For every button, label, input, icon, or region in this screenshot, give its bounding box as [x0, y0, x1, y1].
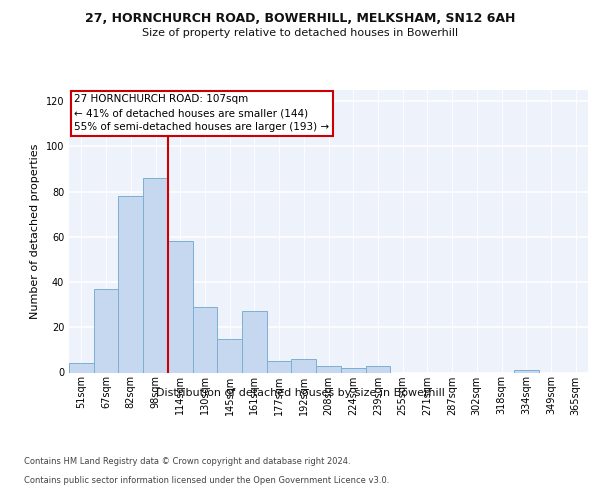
Bar: [143, 178, 168, 372]
Bar: [292, 359, 316, 372]
Bar: [217, 338, 242, 372]
Text: 27 HORNCHURCH ROAD: 107sqm
← 41% of detached houses are smaller (144)
55% of sem: 27 HORNCHURCH ROAD: 107sqm ← 41% of deta…: [74, 94, 329, 132]
Bar: [267, 361, 292, 372]
Text: 27, HORNCHURCH ROAD, BOWERHILL, MELKSHAM, SN12 6AH: 27, HORNCHURCH ROAD, BOWERHILL, MELKSHAM…: [85, 12, 515, 26]
Bar: [365, 366, 390, 372]
Text: Distribution of detached houses by size in Bowerhill: Distribution of detached houses by size …: [155, 388, 445, 398]
Text: Contains HM Land Registry data © Crown copyright and database right 2024.: Contains HM Land Registry data © Crown c…: [24, 458, 350, 466]
Bar: [316, 366, 341, 372]
Text: Size of property relative to detached houses in Bowerhill: Size of property relative to detached ho…: [142, 28, 458, 38]
Bar: [69, 364, 94, 372]
Bar: [193, 307, 217, 372]
Bar: [118, 196, 143, 372]
Bar: [168, 242, 193, 372]
Bar: [94, 289, 118, 372]
Text: Contains public sector information licensed under the Open Government Licence v3: Contains public sector information licen…: [24, 476, 389, 485]
Bar: [341, 368, 365, 372]
Bar: [514, 370, 539, 372]
Y-axis label: Number of detached properties: Number of detached properties: [30, 144, 40, 319]
Bar: [242, 312, 267, 372]
